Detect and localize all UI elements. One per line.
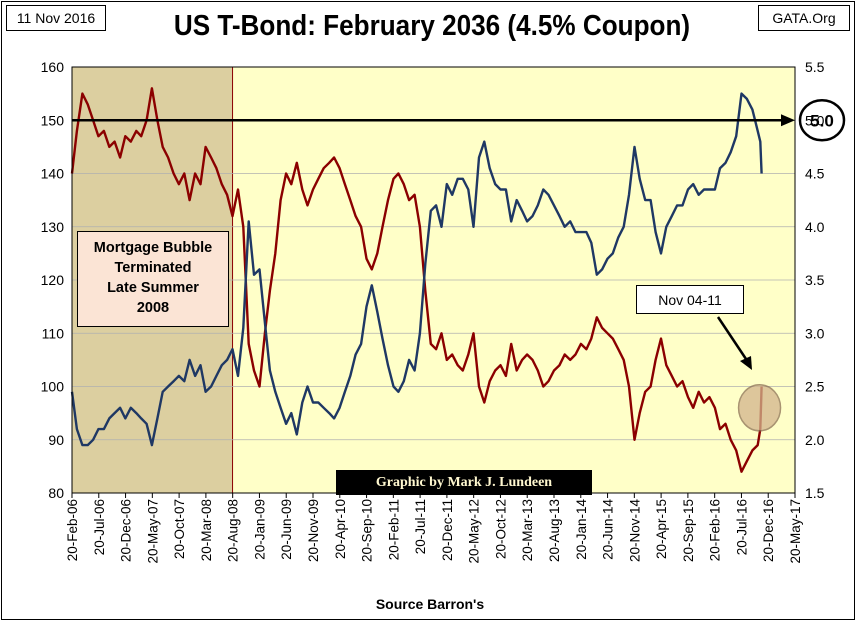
x-tick-label: 20-Dec-11 <box>440 499 455 561</box>
x-tick-label: 20-Aug-13 <box>547 499 562 562</box>
price-series-line <box>70 87 763 473</box>
right-tick-label: 3.0 <box>805 325 825 341</box>
x-tick-label: 20-Aug-08 <box>226 499 241 562</box>
circled-value-group: 5.0 <box>798 99 846 142</box>
nov-arrow-head <box>740 356 752 370</box>
left-tick-label: 150 <box>41 112 65 128</box>
left-tick-label: 100 <box>41 379 65 395</box>
left-tick-label: 80 <box>48 485 64 501</box>
left-tick-label: 120 <box>41 272 65 288</box>
mortgage-line-4: 2008 <box>136 300 170 316</box>
right-tick-label: 1.5 <box>805 485 825 501</box>
series-group <box>70 87 763 473</box>
left-tick-label: 130 <box>41 219 65 235</box>
x-tick-label: 20-Sep-10 <box>360 499 375 562</box>
right-tick-label: 5.0 <box>805 112 825 128</box>
reference-arrow-head <box>781 114 795 127</box>
x-tick-label: 20-Jul-16 <box>734 499 749 555</box>
left-axis-labels: 80 90 100 110 120 130 140 150 160 <box>41 59 65 501</box>
x-tick-label: 20-Mar-08 <box>199 499 214 561</box>
x-tick-label: 20-Mar-13 <box>520 499 535 561</box>
x-tick-label: 20-Feb-06 <box>65 499 80 561</box>
x-tick-label: 20-Dec-16 <box>761 499 776 562</box>
x-tick-label: 20-Jun-14 <box>601 499 616 560</box>
x-tick-label: 20-Sep-15 <box>681 499 696 562</box>
nov-arrow-line <box>716 316 750 363</box>
x-tick-label: 20-Jan-09 <box>252 499 267 560</box>
date-label: 11 Nov 2016 <box>6 5 106 31</box>
chart-title: US T-Bond: February 2036 (4.5% Coupon) <box>173 10 691 42</box>
x-tick-label: 20-May-07 <box>145 499 160 564</box>
right-axis-labels: 1.5 2.0 2.5 3.0 3.5 4.0 4.5 5.0 5.5 <box>805 59 825 501</box>
x-tick-label: 20-Feb-16 <box>708 499 723 561</box>
credit-label: Graphic by Mark J. Lundeen <box>336 470 592 495</box>
x-axis-labels: 20-Feb-06 20-Jul-06 20-Dec-06 20-May-07 20-O… <box>65 493 803 564</box>
left-tick-label: 140 <box>41 166 65 182</box>
mortgage-line-3: Late Summer <box>107 280 199 296</box>
highlight-circle <box>737 384 782 432</box>
right-tick-label: 5.5 <box>805 59 825 75</box>
mortgage-line-2: Terminated <box>114 260 192 276</box>
mortgage-line-1: Mortgage Bubble <box>93 240 213 256</box>
nov-annotation: Nov 04-11 <box>636 285 744 314</box>
x-tick-label: 20-Apr-10 <box>333 499 348 559</box>
right-tick-label: 3.5 <box>805 272 825 288</box>
right-tick-label: 2.5 <box>805 379 825 395</box>
right-tick-label: 4.0 <box>805 219 825 235</box>
x-tick-label: 20-Apr-15 <box>654 499 669 559</box>
x-tick-label: 20-Jun-09 <box>279 499 294 560</box>
x-tick-label: 20-Jan-14 <box>574 499 589 560</box>
left-tick-label: 90 <box>48 432 64 448</box>
left-tick-label: 160 <box>41 59 65 75</box>
circled-value-ring <box>798 99 846 142</box>
mortgage-annotation: Mortgage Bubble Terminated Late Summer 2… <box>77 231 229 327</box>
right-tick-label: 2.0 <box>805 432 825 448</box>
x-tick-label: 20-Nov-09 <box>306 499 321 562</box>
right-tick-label: 4.5 <box>805 166 825 182</box>
x-tick-label: 20-Dec-06 <box>119 499 134 562</box>
circled-value-text: 5.0 <box>810 111 834 130</box>
left-tick-label: 110 <box>42 325 65 341</box>
x-tick-label: 20-Oct-12 <box>493 499 508 559</box>
x-tick-label: 20-May-12 <box>467 499 482 564</box>
x-tick-label: 20-Jul-06 <box>92 499 107 555</box>
x-tick-label: 20-Oct-07 <box>172 499 187 559</box>
source-label: GATA.Org <box>758 5 850 31</box>
yield-series-line <box>70 92 763 447</box>
x-tick-label: 20-May-17 <box>788 499 803 564</box>
x-tick-label: 20-Jul-11 <box>413 499 428 554</box>
x-tick-label: 20-Nov-14 <box>627 499 642 563</box>
x-axis-title: Source Barron's <box>375 596 485 612</box>
x-tick-label: 20-Feb-11 <box>386 499 401 560</box>
